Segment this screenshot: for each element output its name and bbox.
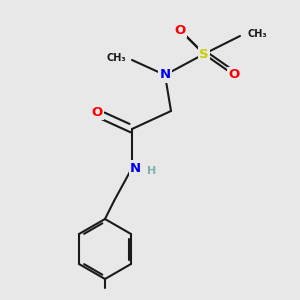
Text: H: H (147, 166, 156, 176)
Text: N: N (130, 161, 141, 175)
Text: N: N (159, 68, 171, 82)
Text: O: O (228, 68, 240, 82)
Text: S: S (199, 47, 209, 61)
Text: O: O (174, 23, 186, 37)
Text: O: O (92, 106, 103, 119)
Text: CH₃: CH₃ (248, 28, 267, 39)
Text: CH₃: CH₃ (106, 53, 126, 64)
